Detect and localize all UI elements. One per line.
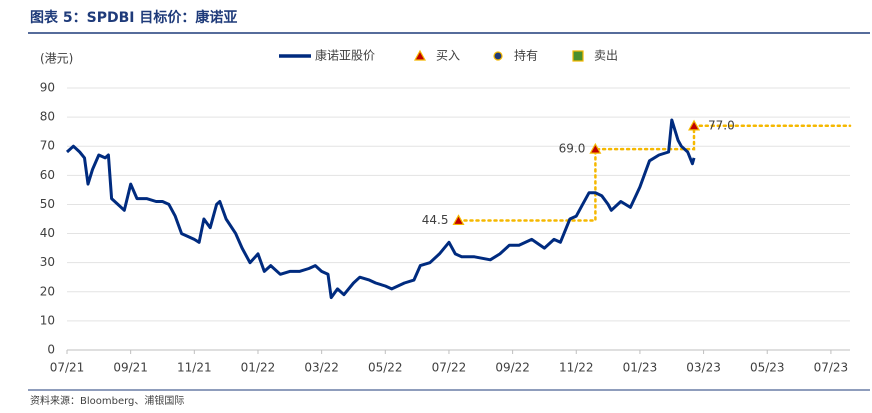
y-tick-label: 80 (40, 110, 55, 124)
data-label: 69.0 (559, 142, 586, 156)
legend-swatch (493, 51, 503, 61)
rating-marker (688, 119, 701, 131)
x-tick-label: 07/23 (814, 361, 849, 375)
legend-swatch (413, 49, 427, 61)
x-tick-label: 07/21 (50, 361, 85, 375)
source: 资料来源：Bloomberg、浦银国际 (30, 394, 184, 407)
y-tick-label: 90 (40, 81, 55, 95)
legend-label: 持有 (514, 48, 538, 63)
x-tick-label: 11/21 (177, 361, 212, 375)
data-label: 44.5 (422, 213, 449, 227)
y-tick-label: 10 (40, 313, 55, 327)
rating-marker (452, 214, 465, 226)
y-tick-label: 30 (40, 255, 55, 269)
price-line (65, 118, 696, 300)
x-tick-label: 09/21 (113, 361, 148, 375)
y-tick-label: 60 (40, 168, 55, 182)
y-tick-label: 40 (40, 226, 55, 240)
x-tick-label: 09/22 (495, 361, 530, 375)
x-tick-label: 03/22 (304, 361, 339, 375)
x-tick-label: 05/22 (368, 361, 403, 375)
y-tick-label: 0 (47, 343, 55, 357)
target-line (457, 124, 852, 222)
x-tick-label: 01/23 (623, 361, 658, 375)
y-tick-label: 20 (40, 284, 55, 298)
y-tick-label: 50 (40, 197, 55, 211)
chart-title: 图表 5：SPDBI 目标价：康诺亚 (30, 9, 237, 26)
x-tick-label: 05/23 (750, 361, 785, 375)
legend-label: 卖出 (594, 49, 618, 63)
rating-marker (589, 142, 602, 154)
y-axis-label: (港元) (40, 52, 73, 66)
x-tick-label: 11/22 (559, 361, 594, 375)
x-tick-label: 01/22 (241, 361, 276, 375)
y-tick-label: 70 (40, 139, 55, 153)
legend-label: 康诺亚股价 (315, 48, 375, 63)
legend-label: 买入 (436, 49, 460, 63)
data-label: 77.0 (708, 118, 735, 132)
legend-swatch (572, 50, 584, 62)
x-tick-label: 07/22 (432, 361, 467, 375)
x-tick-label: 03/23 (686, 361, 721, 375)
